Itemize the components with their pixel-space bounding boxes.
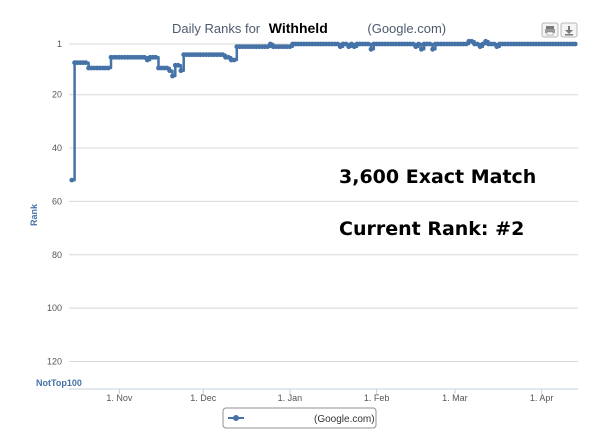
y-tick-label: 1 <box>57 39 62 49</box>
data-point[interactable] <box>231 57 237 63</box>
y-tick-label: 40 <box>52 143 62 153</box>
y-tick-label: 60 <box>52 196 62 206</box>
data-point[interactable] <box>419 46 424 52</box>
data-point[interactable] <box>416 41 421 47</box>
x-tick-label: 1. Mar <box>442 393 468 403</box>
download-icon <box>565 26 573 36</box>
x-tick-label: 1. Nov <box>106 393 133 403</box>
data-point[interactable] <box>430 46 435 52</box>
y-tick-label: 20 <box>52 90 62 100</box>
data-point[interactable] <box>105 65 111 71</box>
printer-icon <box>545 26 555 36</box>
data-point[interactable] <box>69 177 75 183</box>
print-button[interactable] <box>541 22 559 38</box>
legend: (Google.com) <box>222 407 377 429</box>
y-tick-label: 120 <box>47 357 62 367</box>
data-point[interactable] <box>368 46 374 52</box>
legend-item[interactable]: (Google.com) <box>228 414 375 425</box>
data-point[interactable] <box>178 68 184 74</box>
x-tick-label: 1. Dec <box>190 393 217 403</box>
title-keyword: Withheld <box>269 20 328 36</box>
title-prefix: Daily Ranks for <box>172 21 261 36</box>
data-point[interactable] <box>153 54 159 60</box>
y-tick-label: 100 <box>47 303 62 313</box>
exact-match-annotation: 3,600 Exact Match <box>339 166 536 188</box>
not-top-100-label: NotTop100 <box>36 378 82 388</box>
data-point[interactable] <box>83 60 89 66</box>
y-axis-label: Rank <box>29 203 39 226</box>
data-point[interactable] <box>167 68 173 74</box>
line-marker-icon <box>228 415 244 421</box>
x-tick-label: 1. Jan <box>278 393 303 403</box>
x-tick-label: 1. Apr <box>530 393 554 403</box>
data-point[interactable] <box>365 41 371 47</box>
legend-series-label: (Google.com) <box>314 414 375 425</box>
current-rank-annotation: Current Rank: #2 <box>339 218 524 240</box>
data-point[interactable] <box>170 73 175 79</box>
data-point[interactable] <box>175 62 181 68</box>
chart-title: Daily Ranks for Withheld (Google.com) <box>172 20 446 36</box>
title-suffix: (Google.com) <box>367 21 446 36</box>
y-tick-label: 80 <box>52 250 62 260</box>
series-plot <box>69 38 578 183</box>
grid <box>69 43 578 362</box>
data-point[interactable] <box>427 41 433 47</box>
x-tick-label: 1. Feb <box>364 393 390 403</box>
data-point[interactable] <box>572 41 578 47</box>
export-button[interactable] <box>560 22 578 38</box>
